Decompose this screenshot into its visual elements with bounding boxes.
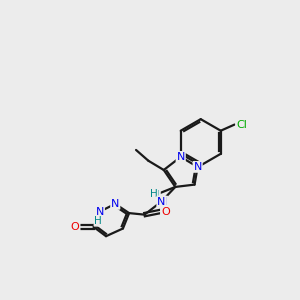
Text: H: H	[94, 216, 102, 226]
Text: N: N	[194, 162, 202, 172]
Text: H: H	[152, 190, 160, 200]
Text: N: N	[157, 196, 166, 206]
Text: N: N	[96, 207, 104, 217]
Text: N: N	[111, 199, 119, 209]
Text: N: N	[159, 196, 167, 206]
Text: O: O	[161, 207, 170, 217]
Text: H: H	[150, 189, 158, 199]
Text: O: O	[71, 222, 80, 232]
Text: Cl: Cl	[236, 119, 247, 130]
Text: N: N	[176, 152, 185, 162]
